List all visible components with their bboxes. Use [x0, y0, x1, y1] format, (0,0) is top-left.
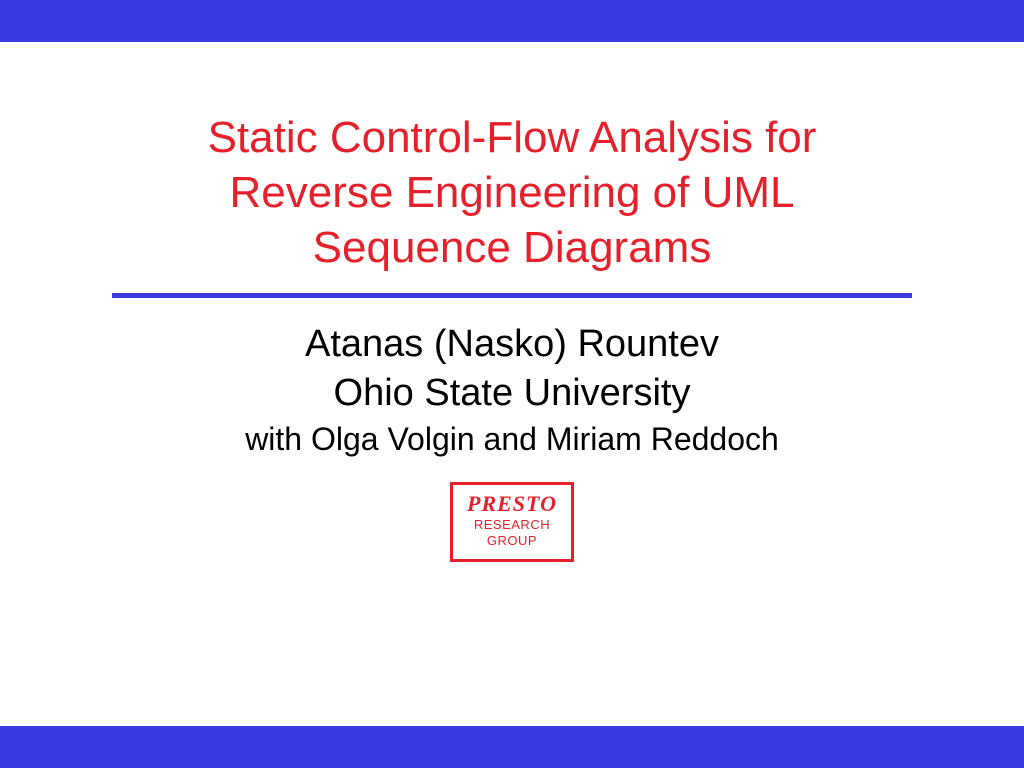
author-affiliation: Ohio State University	[0, 369, 1024, 418]
bottom-accent-bar	[0, 726, 1024, 768]
slide-title: Static Control-Flow Analysis for Reverse…	[0, 110, 1024, 275]
authors-block: Atanas (Nasko) Rountev Ohio State Univer…	[0, 320, 1024, 460]
slide-content: Static Control-Flow Analysis for Reverse…	[0, 110, 1024, 562]
top-accent-bar	[0, 0, 1024, 42]
coauthors: with Olga Volgin and Miriam Reddoch	[0, 419, 1024, 461]
presto-logo-title: PRESTO	[467, 493, 557, 515]
title-divider	[112, 293, 912, 298]
presto-logo: PRESTO RESEARCH GROUP	[450, 482, 574, 561]
author-name: Atanas (Nasko) Rountev	[0, 320, 1024, 369]
presto-logo-subtitle: RESEARCH GROUP	[467, 517, 557, 548]
